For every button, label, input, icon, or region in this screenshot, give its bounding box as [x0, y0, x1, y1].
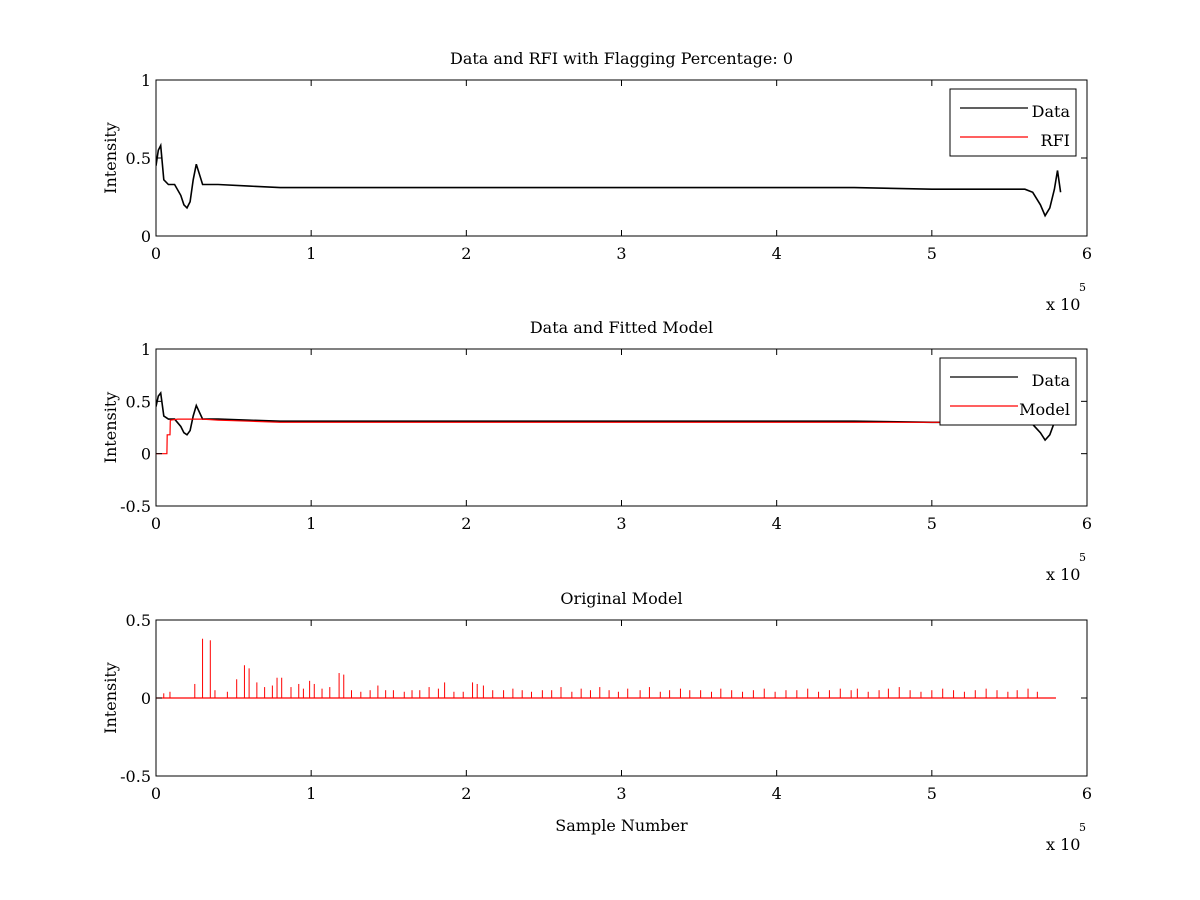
series-line-model: [156, 418, 1010, 455]
y-tick-label: 0.5: [126, 149, 151, 168]
y-tick-label: 0: [141, 227, 151, 246]
x-tick-label: 2: [461, 244, 471, 263]
legend-entry-rfi: RFI: [1041, 131, 1070, 150]
series-line-data: [156, 390, 1062, 442]
x-tick-label: 6: [1082, 514, 1092, 533]
y-tick-label: 1: [141, 340, 151, 359]
x-axis-label: Sample Number: [555, 816, 688, 835]
x-tick-label: 2: [461, 784, 471, 803]
series-group: [156, 638, 1056, 699]
axes-box: [155, 79, 1088, 237]
y-tick-label: -0.5: [120, 497, 151, 516]
series-group: [156, 142, 1062, 218]
x-multiplier: x 10: [1046, 835, 1080, 854]
y-tick-label: -0.5: [120, 767, 151, 786]
y-axis-label: Intensity: [101, 122, 120, 194]
x-tick-label: 0: [151, 244, 161, 263]
y-tick-label: 0: [141, 689, 151, 708]
x-multiplier-exponent: 5: [1079, 821, 1086, 834]
y-tick-label: 0.5: [126, 392, 151, 411]
x-multiplier-exponent: 5: [1079, 551, 1086, 564]
x-tick-label: 6: [1082, 244, 1092, 263]
x-tick-label: 0: [151, 784, 161, 803]
series-group: [156, 390, 1062, 455]
y-axis-label: Intensity: [101, 392, 120, 464]
y-tick-label: 1: [141, 71, 151, 90]
legend-entry-model: Model: [1019, 400, 1070, 419]
plot-title: Data and RFI with Flagging Percentage: 0: [450, 49, 793, 68]
x-tick-label: 4: [772, 244, 782, 263]
x-tick-label: 2: [461, 514, 471, 533]
legend: Data Model: [939, 357, 1077, 426]
x-multiplier: x 10: [1046, 565, 1080, 584]
y-tick-label: 0.5: [126, 611, 151, 630]
x-tick-label: 1: [306, 514, 316, 533]
legend-box: [949, 88, 1077, 157]
x-tick-label: 4: [772, 784, 782, 803]
x-tick-label: 1: [306, 244, 316, 263]
legend-entry-data: Data: [1032, 102, 1071, 121]
y-tick-label: 0: [141, 445, 151, 464]
x-tick-label: 3: [616, 784, 626, 803]
y-axis-label: Intensity: [101, 662, 120, 734]
legend-entry-data: Data: [1032, 371, 1071, 390]
x-tick-label: 3: [616, 244, 626, 263]
plot-title: Original Model: [560, 589, 682, 608]
x-tick-label: 3: [616, 514, 626, 533]
x-tick-label: 5: [927, 784, 937, 803]
axes-box: [155, 348, 1088, 507]
x-tick-label: 1: [306, 784, 316, 803]
x-multiplier-exponent: 5: [1079, 281, 1086, 294]
x-tick-label: 5: [927, 514, 937, 533]
x-tick-label: 6: [1082, 784, 1092, 803]
legend-box: [939, 357, 1077, 426]
x-tick-label: 5: [927, 244, 937, 263]
x-tick-label: 4: [772, 514, 782, 533]
x-tick-label: 0: [151, 514, 161, 533]
series-line-data: [156, 142, 1062, 218]
legend: Data RFI: [949, 88, 1077, 157]
plot-title: Data and Fitted Model: [530, 318, 713, 337]
x-multiplier: x 10: [1046, 295, 1080, 314]
